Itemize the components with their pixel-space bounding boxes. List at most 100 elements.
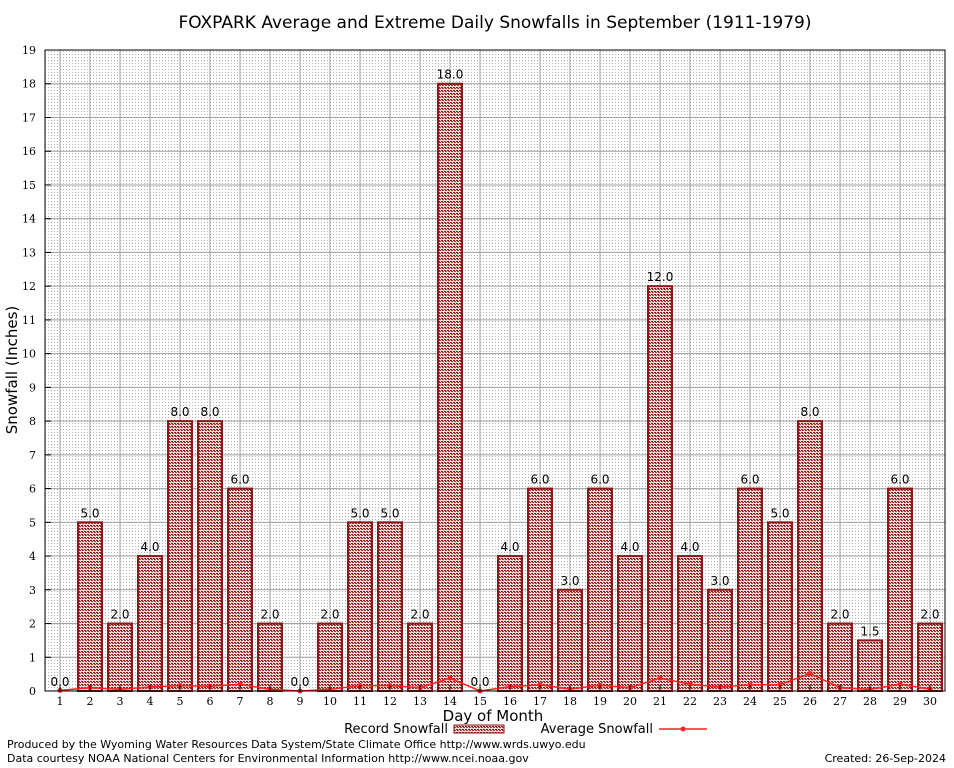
average-point (447, 675, 453, 681)
y-tick-label: 13 (22, 246, 36, 259)
x-tick-label: 6 (207, 695, 214, 708)
record-bar (677, 555, 703, 692)
bar-value-labels: 0.0 5.0 2.0 4.0 8.0 8.0 6.0 2.0 0.0 2.0 5.0 5.0 2.0 1… (50, 68, 939, 689)
average-point (237, 681, 243, 687)
x-tick-label: 25 (773, 695, 787, 708)
x-tick-label: 19 (593, 695, 607, 708)
x-tick-label: 7 (237, 695, 244, 708)
x-tick-label: 18 (563, 695, 577, 708)
record-bar (257, 622, 283, 692)
bar-value-label: 8.0 (800, 405, 819, 419)
record-bar (857, 639, 883, 692)
x-tick-label: 24 (743, 695, 757, 708)
bar-value-label: 3.0 (560, 574, 579, 588)
x-tick-label: 13 (413, 695, 427, 708)
x-tick-label: 5 (177, 695, 184, 708)
bar-value-label: 6.0 (530, 473, 549, 487)
bar-series (77, 82, 943, 693)
bar-value-label: 2.0 (320, 608, 339, 622)
bar-value-label: 2.0 (410, 608, 429, 622)
bar-value-label: 5.0 (350, 506, 369, 520)
x-tick-label: 17 (533, 695, 547, 708)
record-bar (197, 420, 223, 692)
footer-produced-by: Produced by the Wyoming Water Resources … (7, 738, 586, 751)
y-tick-label: 6 (29, 483, 36, 496)
record-bar (887, 487, 913, 692)
y-tick-label: 0 (29, 685, 36, 698)
bar-value-label: 0.0 (290, 675, 309, 689)
record-bar (497, 555, 523, 692)
x-tick-label: 20 (623, 695, 637, 708)
record-bar (527, 487, 553, 692)
record-bar (77, 521, 103, 692)
x-tick-label: 22 (683, 695, 697, 708)
legend-average-label: Average Snowfall (541, 722, 653, 737)
y-axis-label: Snowfall (Inches) (3, 306, 21, 434)
legend-record-swatch (453, 724, 505, 734)
bar-value-label: 1.5 (860, 624, 879, 638)
average-point (807, 670, 813, 676)
x-axis-ticks: 1 2 3 4 5 6 7 8 9 10 11 12 13 14 15 16 17 18 19 20 21 22 23 24 2… (57, 685, 937, 708)
bar-value-label: 12.0 (647, 270, 674, 284)
plot-frame (44, 49, 946, 692)
bar-value-label: 6.0 (740, 473, 759, 487)
y-tick-label: 16 (22, 145, 36, 158)
bar-value-label: 8.0 (170, 405, 189, 419)
y-tick-label: 1 (29, 651, 36, 664)
bar-value-label: 2.0 (110, 608, 129, 622)
bar-value-label: 3.0 (710, 574, 729, 588)
plot-background (45, 50, 945, 691)
average-point (747, 682, 753, 688)
average-line (59, 672, 931, 692)
bar-value-label: 5.0 (380, 506, 399, 520)
record-bar (647, 285, 673, 692)
legend: Record Snowfall Average Snowfall (344, 722, 707, 737)
y-tick-label: 11 (22, 314, 36, 327)
y-tick-label: 10 (22, 348, 36, 361)
record-bar (107, 622, 133, 692)
record-bar (557, 588, 583, 693)
y-tick-label: 4 (29, 550, 36, 563)
average-point (777, 682, 783, 688)
record-bar (707, 588, 733, 693)
y-tick-label: 9 (29, 381, 36, 394)
bar-value-label: 5.0 (770, 506, 789, 520)
bar-value-label: 4.0 (140, 540, 159, 554)
record-bar (617, 555, 643, 692)
x-tick-label: 26 (803, 695, 817, 708)
x-tick-label: 16 (503, 695, 517, 708)
record-bar (737, 487, 763, 692)
bar-value-label: 6.0 (230, 473, 249, 487)
bar-value-label: 5.0 (80, 506, 99, 520)
x-tick-label: 21 (653, 695, 667, 708)
x-tick-label: 3 (117, 695, 124, 708)
average-point (537, 682, 543, 688)
bar-value-label: 6.0 (590, 473, 609, 487)
x-tick-label: 15 (473, 695, 487, 708)
bar-value-label: 2.0 (830, 608, 849, 622)
record-bar (917, 622, 943, 692)
bar-value-label: 4.0 (620, 540, 639, 554)
bar-value-label: 18.0 (437, 68, 464, 82)
y-tick-label: 15 (22, 179, 36, 192)
y-tick-label: 14 (22, 213, 36, 226)
x-tick-label: 28 (863, 695, 877, 708)
record-bar (587, 487, 613, 692)
x-tick-label: 4 (147, 695, 154, 708)
y-tick-label: 19 (22, 44, 36, 57)
x-tick-label: 23 (713, 695, 727, 708)
average-point (687, 681, 693, 687)
bar-value-label: 2.0 (920, 608, 939, 622)
x-tick-label: 14 (443, 695, 457, 708)
average-line-series (57, 670, 933, 694)
x-tick-label: 12 (383, 695, 397, 708)
bar-value-label: 0.0 (470, 675, 489, 689)
record-bar (167, 420, 193, 692)
y-tick-label: 18 (22, 78, 36, 91)
x-tick-label: 27 (833, 695, 847, 708)
record-bar (407, 622, 433, 692)
record-bar (767, 521, 793, 692)
x-tick-label: 30 (923, 695, 937, 708)
